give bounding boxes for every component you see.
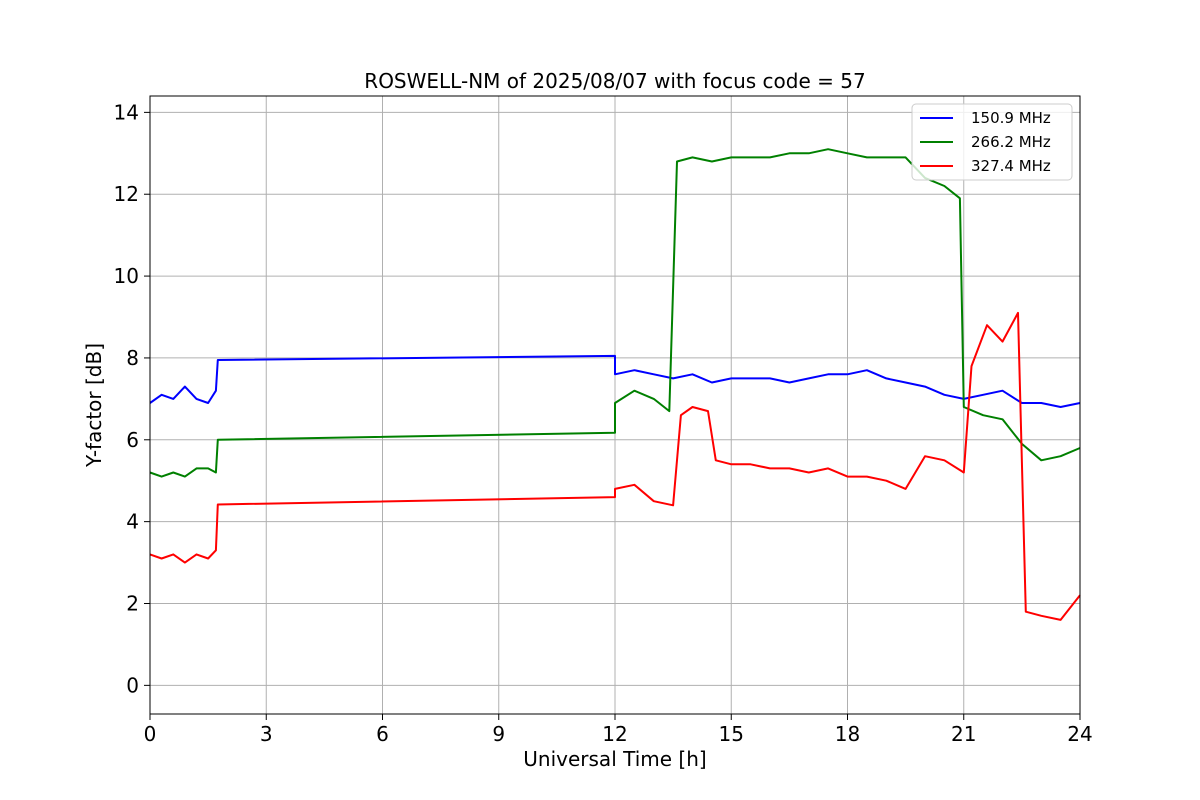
y-tick-label: 4 — [126, 510, 139, 534]
x-axis-label: Universal Time [h] — [523, 747, 706, 771]
y-tick-label: 10 — [114, 264, 139, 288]
y-tick-label: 2 — [126, 591, 139, 615]
chart-title: ROSWELL-NM of 2025/08/07 with focus code… — [364, 69, 865, 93]
x-tick-label: 9 — [492, 722, 505, 746]
legend-label-0: 150.9 MHz — [971, 109, 1051, 127]
y-tick-label: 12 — [114, 182, 139, 206]
y-tick-label: 8 — [126, 346, 139, 370]
x-tick-label: 3 — [260, 722, 273, 746]
legend: 150.9 MHz 266.2 MHz 327.4 MHz — [911, 103, 1073, 181]
legend-box — [911, 103, 1073, 181]
legend-items: 150.9 MHz 266.2 MHz 327.4 MHz — [920, 109, 1051, 175]
series-line-2 — [149, 311, 1081, 621]
x-tick-label: 6 — [376, 722, 389, 746]
series-line-1 — [149, 148, 1081, 478]
legend-label-1: 266.2 MHz — [971, 133, 1051, 151]
y-axis-label: Y-factor [dB] — [82, 343, 106, 468]
x-tick-label: 18 — [835, 722, 860, 746]
y-tick-label: 6 — [126, 428, 139, 452]
series-line-0 — [149, 354, 1081, 408]
x-tick-label: 15 — [719, 722, 744, 746]
x-tick-label: 21 — [951, 722, 976, 746]
x-tick-label: 24 — [1067, 722, 1092, 746]
x-tick-label: 0 — [144, 722, 157, 746]
x-tick-label: 12 — [602, 722, 627, 746]
y-tick-label: 14 — [114, 100, 139, 124]
legend-label-2: 327.4 MHz — [971, 157, 1051, 175]
y-tick-label: 0 — [126, 673, 139, 697]
data-series — [149, 148, 1081, 621]
